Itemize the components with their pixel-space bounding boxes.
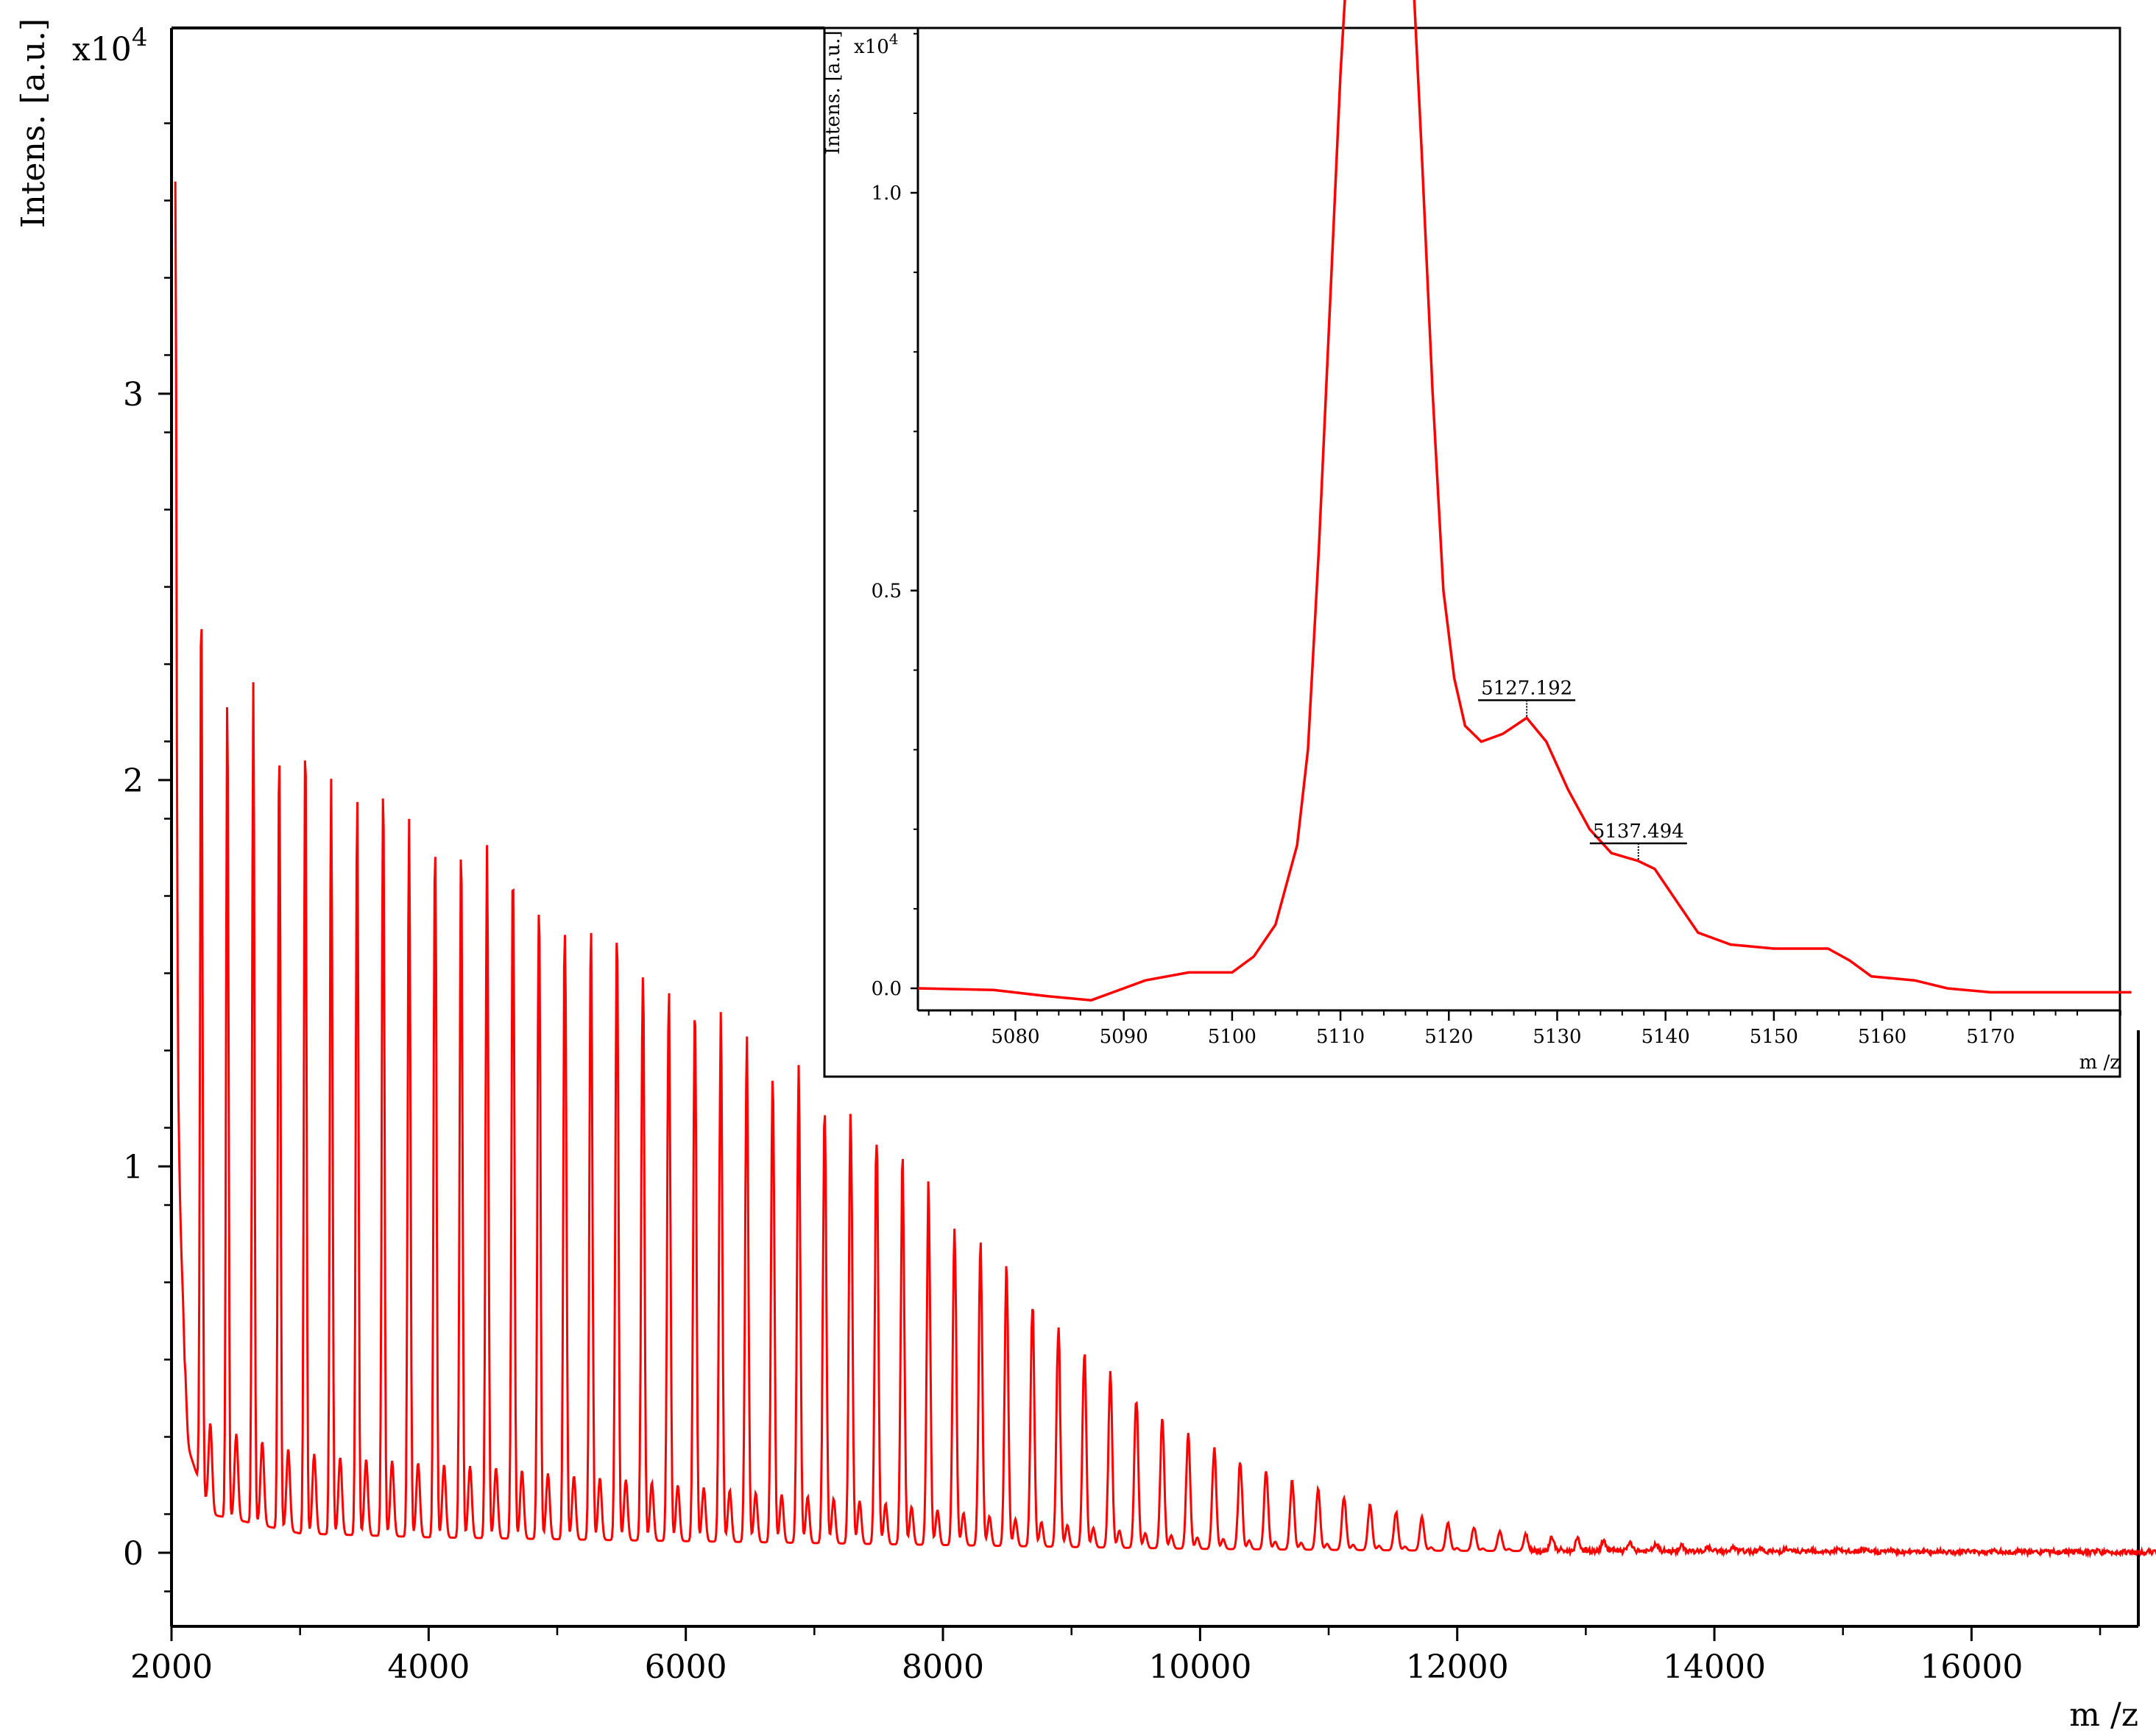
main-x-tick-label: 6000	[645, 1648, 727, 1686]
inset-series-line	[917, 0, 2132, 1002]
main-x-tick-label: 8000	[902, 1648, 984, 1686]
inset-x-tick-label: 5140	[1641, 1026, 1690, 1048]
main-x-tick-label: 12000	[1406, 1648, 1509, 1686]
main-y-ticks: 0 1 2 3	[123, 122, 172, 1592]
main-x-tick-label: 4000	[387, 1648, 470, 1686]
inset-x-tick-label: 5110	[1316, 1026, 1365, 1048]
inset-x-tick-label: 5090	[1100, 1026, 1148, 1048]
inset-y-tick-label: 0.5	[872, 581, 902, 603]
main-y-axis-label: Intens. [a.u.]	[15, 18, 52, 228]
main-y-tick-label: 0	[123, 1535, 144, 1573]
inset-y-ticks: 0.00.51.01.5	[872, 32, 918, 1000]
inset-background	[824, 28, 2120, 1077]
inset-x-tick-label: 5120	[1424, 1026, 1473, 1048]
inset-x-tick-label: 5130	[1533, 1026, 1581, 1048]
inset-x-tick-label: 5160	[1858, 1026, 1906, 1048]
inset-y-multiplier: x104	[854, 30, 898, 58]
inset-x-tick-label: 5080	[991, 1026, 1039, 1048]
main-x-ticks: 2000 4000 6000 8000 10000 12000 14000 16000	[130, 1626, 2102, 1686]
inset-x-ticks: 5080 5090 5100 5110 5120 5130 5140 5150 5160 5170	[927, 1010, 2121, 1048]
inset-x-axis-label: m /z	[2079, 1052, 2120, 1074]
inset-x-tick-label: 5170	[1966, 1026, 2015, 1048]
main-y-tick-label: 3	[123, 376, 144, 414]
inset-x-tick-label: 5100	[1208, 1026, 1257, 1048]
peak-label: 5127.192	[1481, 677, 1572, 699]
main-y-tick-label: 1	[123, 1149, 144, 1186]
inset-y-tick-label: 1.0	[872, 183, 902, 205]
main-x-tick-label: 16000	[1920, 1648, 2023, 1686]
main-series-line	[174, 181, 2156, 1559]
main-y-multiplier: x104	[72, 23, 147, 68]
inset-frame	[823, 26, 2121, 1078]
inset-chart: 0.00.51.01.5 508050905100511051205130514…	[822, 0, 2132, 1078]
inset-x-tick-label: 5150	[1750, 1026, 1798, 1048]
main-x-tick-label: 14000	[1663, 1648, 1766, 1686]
main-y-tick-label: 2	[123, 762, 144, 800]
peak-label: 5137.494	[1593, 821, 1684, 843]
main-x-axis-label: m /z	[2069, 1696, 2138, 1734]
main-x-tick-label: 10000	[1148, 1648, 1251, 1686]
main-x-tick-label: 2000	[130, 1648, 213, 1686]
inset-y-axis-label: Intens. [a.u.]	[822, 30, 844, 155]
inset-y-tick-label: 0.0	[872, 978, 902, 1000]
main-chart: 0 1 2 3 2000 4000 6000 8000 10000 12000 14000 1600…	[15, 18, 2156, 1734]
